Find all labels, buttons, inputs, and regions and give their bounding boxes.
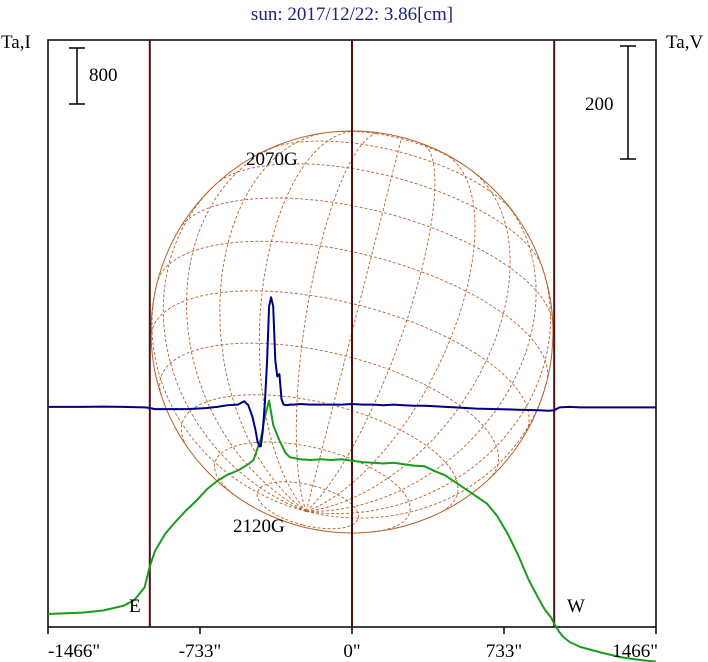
longitude-line <box>306 171 511 512</box>
y-right-label: Ta,V <box>666 32 703 53</box>
scale-bar-right <box>620 45 636 160</box>
longitude-line <box>306 201 537 512</box>
y-left-label: Ta,I <box>1 32 31 53</box>
longitude-line <box>151 282 307 512</box>
latitude-line <box>219 163 541 264</box>
latitude-line <box>336 130 462 164</box>
series-polarization-line <box>48 296 656 448</box>
limb-label-west: W <box>567 596 585 617</box>
latitude-line <box>150 290 530 435</box>
latitude-line <box>266 140 515 214</box>
longitude-line <box>305 137 403 512</box>
vertical-markers <box>148 40 556 627</box>
longitude-line <box>306 266 551 515</box>
x-tick-label-3: 733" <box>486 641 522 662</box>
longitude-line <box>258 130 357 512</box>
longitude-line <box>219 132 323 512</box>
annotation-2070g: 2070G <box>246 149 298 170</box>
longitude-line <box>186 144 307 512</box>
annotation-2120g: 2120G <box>233 516 285 537</box>
scale-right-label: 200 <box>585 94 614 115</box>
chart-title: sun: 2017/12/22: 3.86[cm] <box>251 4 453 25</box>
longitude-line <box>306 153 476 512</box>
longitude-lines <box>151 130 551 519</box>
x-tick-label-1: -733" <box>179 641 222 662</box>
latitude-line <box>180 394 459 512</box>
limb-label-east: E <box>129 596 141 617</box>
longitude-line <box>306 381 548 519</box>
x-tick-label-4: 1466" <box>612 641 658 662</box>
x-tick-label-0: -1466" <box>48 641 100 662</box>
scale-bar-left <box>69 47 85 105</box>
latitude-line <box>256 481 359 530</box>
x-axis-ticks: -1466" -733" 0" 733" 1466" <box>47 627 658 662</box>
latitude-line <box>157 240 549 380</box>
longitude-line <box>305 143 436 512</box>
scale-left-label: 800 <box>89 65 118 86</box>
x-tick-label-2: 0" <box>343 641 360 662</box>
longitude-line <box>295 132 381 512</box>
series-intensity-line <box>47 399 657 662</box>
longitude-line <box>162 183 307 512</box>
latitude-line <box>181 197 553 321</box>
